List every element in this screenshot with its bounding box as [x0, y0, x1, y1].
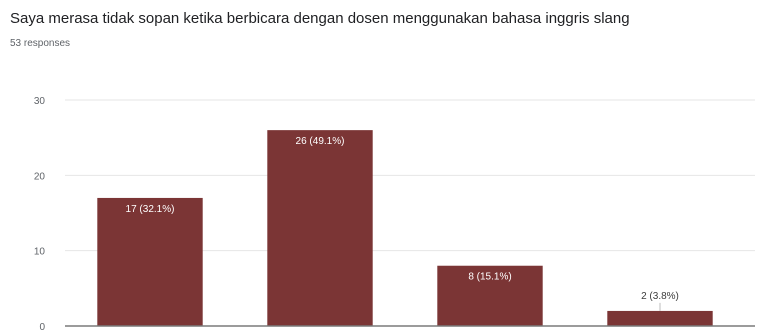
bar — [437, 265, 543, 326]
response-count: 53 responses — [10, 38, 71, 49]
data-label: 26 (49.1%) — [296, 136, 345, 147]
data-label: 2 (3.8%) — [641, 291, 679, 302]
data-label: 8 (15.1%) — [468, 272, 511, 283]
bar — [607, 310, 713, 326]
data-label: 17 (32.1%) — [126, 204, 175, 215]
y-tick-label: 0 — [39, 322, 45, 333]
bar — [97, 197, 203, 326]
bar — [267, 130, 373, 326]
y-tick-label: 30 — [34, 96, 46, 107]
chart-title: Saya merasa tidak sopan ketika berbicara… — [10, 10, 630, 27]
y-axis-ticks: 0 10 20 30 — [34, 96, 46, 333]
y-tick-label: 20 — [34, 171, 46, 182]
data-labels: 17 (32.1%) 26 (49.1%) 8 (15.1%) 2 (3.8%) — [126, 136, 679, 311]
bars — [97, 130, 713, 326]
y-tick-label: 10 — [34, 247, 46, 258]
